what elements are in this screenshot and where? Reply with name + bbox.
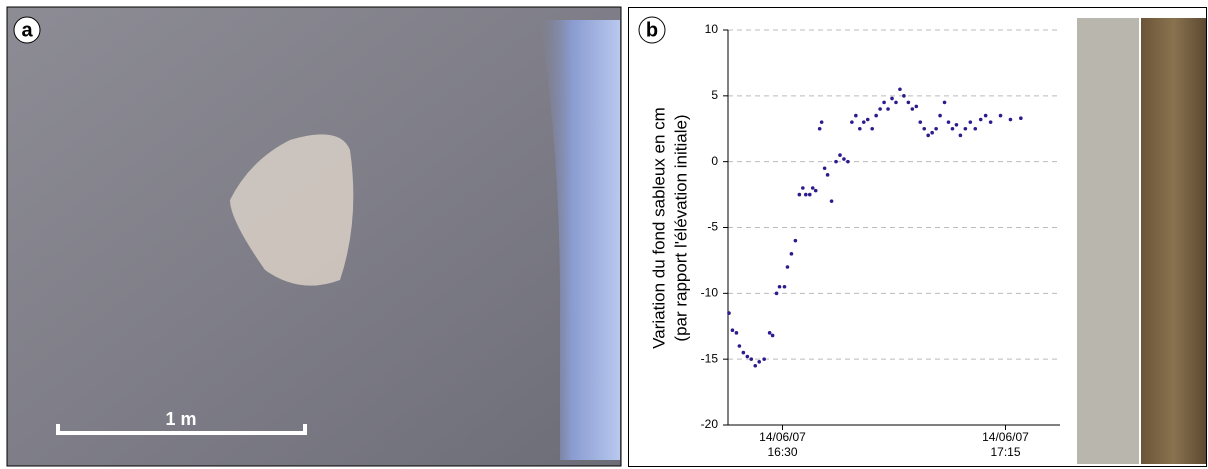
point [926, 133, 930, 138]
point [822, 166, 827, 171]
y-axis-label: Variation du fond sableux en cm [649, 107, 668, 349]
point [874, 113, 878, 118]
point [829, 199, 834, 203]
point [963, 126, 968, 131]
point [878, 107, 882, 111]
point [757, 360, 762, 364]
y-axis-label: (par rapport l'élévation initiale) [671, 114, 690, 341]
y-tick-label: -15 [701, 351, 719, 365]
point [741, 350, 746, 355]
point [973, 126, 978, 131]
point [906, 100, 911, 105]
y-tick-label: 0 [711, 154, 718, 168]
point [968, 120, 973, 124]
point [810, 186, 815, 190]
water [540, 20, 620, 460]
x-tick-label: 14/06/07 17:15 [982, 430, 1029, 459]
point [978, 117, 983, 122]
point [737, 344, 742, 348]
point [793, 238, 798, 243]
point [803, 192, 808, 197]
point [890, 96, 894, 101]
y-tick-label: -10 [701, 286, 719, 300]
point [749, 357, 754, 361]
point [938, 113, 942, 118]
panel-badge [13, 16, 41, 44]
point [842, 157, 846, 161]
point [753, 363, 758, 368]
panel-badge [638, 16, 666, 44]
y-tick-label: 10 [705, 22, 719, 36]
point [983, 113, 988, 118]
point [861, 120, 866, 124]
point [782, 284, 787, 289]
point [934, 126, 938, 131]
point [745, 354, 750, 359]
point [834, 159, 838, 164]
point [785, 265, 790, 269]
y-tick-label: 5 [711, 88, 718, 102]
point [954, 123, 959, 127]
point [846, 159, 850, 164]
core-photo [1141, 18, 1206, 464]
point [850, 120, 854, 124]
ruler-photo [1077, 18, 1139, 464]
point [730, 328, 735, 333]
point [910, 107, 915, 111]
y-tick-label: -5 [707, 220, 718, 234]
point [813, 188, 818, 193]
point [898, 87, 902, 92]
scale-label: 1 m [165, 409, 196, 429]
point [946, 120, 951, 124]
point [801, 186, 805, 190]
sand-patch [230, 134, 354, 286]
point [858, 126, 862, 131]
point [854, 113, 858, 118]
point [825, 173, 830, 177]
point [838, 153, 842, 157]
point [727, 311, 731, 315]
point [807, 192, 812, 197]
point [870, 126, 874, 131]
point [886, 107, 890, 111]
point [1008, 117, 1013, 122]
point [894, 100, 898, 105]
point [770, 333, 775, 338]
point [930, 130, 934, 135]
point [762, 357, 766, 361]
point [918, 120, 923, 124]
point [902, 94, 906, 98]
point [988, 120, 993, 124]
point [914, 104, 919, 109]
point [922, 126, 927, 131]
point [958, 133, 963, 138]
point [882, 100, 886, 105]
point [998, 113, 1003, 118]
x-tick-label: 14/06/07 16:30 [759, 430, 806, 459]
point [789, 252, 794, 256]
point [777, 284, 782, 289]
point [819, 120, 824, 124]
point [767, 331, 772, 335]
point [774, 291, 779, 296]
panel-label: a [21, 19, 33, 41]
point [817, 126, 822, 131]
point [734, 331, 739, 335]
point [1019, 116, 1023, 121]
y-tick-label: -20 [701, 417, 719, 431]
point [942, 100, 947, 105]
panel-label: b [646, 19, 658, 41]
point [865, 117, 870, 122]
point [797, 192, 802, 197]
point [950, 126, 955, 131]
